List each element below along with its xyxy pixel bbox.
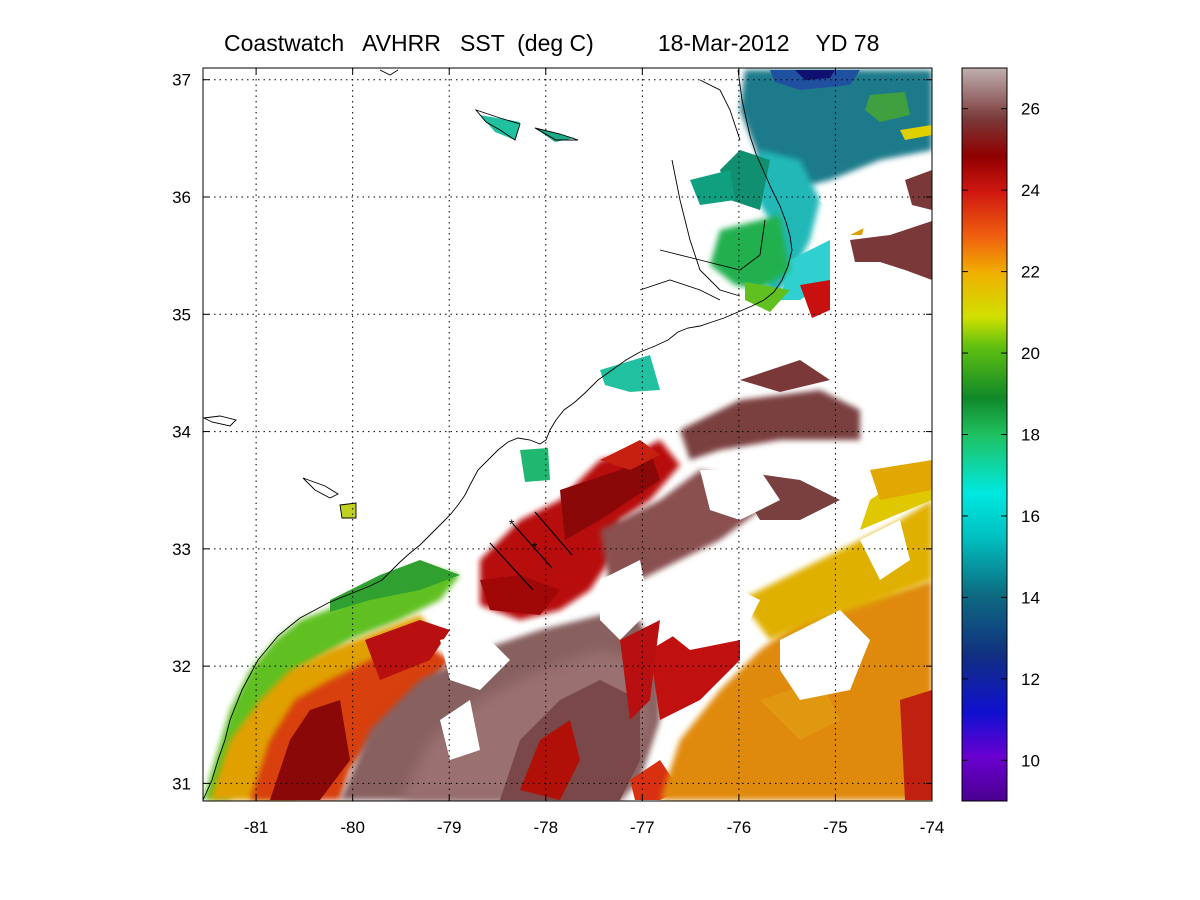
coastline bbox=[202, 69, 793, 801]
colorbar-tick-label: 22 bbox=[1021, 263, 1040, 282]
title-yearday: YD 78 bbox=[815, 30, 880, 56]
title-date: 18-Mar-2012 bbox=[657, 30, 790, 56]
colorbar-tick-labels: 26 24 22 20 18 16 14 12 10 bbox=[1021, 100, 1040, 771]
cloud-mask bbox=[440, 190, 910, 760]
x-tick-label: -80 bbox=[340, 818, 365, 837]
map-frame bbox=[202, 67, 933, 802]
transect-lines bbox=[489, 511, 573, 591]
y-tick-labels: 37 36 35 34 33 32 31 bbox=[172, 71, 191, 794]
colorbar-tick-label: 20 bbox=[1021, 344, 1040, 363]
colorbar-tick-label: 14 bbox=[1021, 588, 1040, 607]
y-tick-label: 36 bbox=[172, 188, 191, 207]
x-tick-label: -75 bbox=[823, 818, 848, 837]
title-product: Coastwatch AVHRR SST (deg C) bbox=[224, 30, 594, 56]
svg-text:*: * bbox=[509, 516, 515, 532]
map-title: Coastwatch AVHRR SST (deg C) 18-Mar-2012 Y… bbox=[224, 30, 879, 57]
y-tick-label: 34 bbox=[172, 423, 191, 442]
colorbar-gradient bbox=[961, 67, 1008, 802]
y-tick-label: 32 bbox=[172, 657, 191, 676]
colorbar-tick-label: 12 bbox=[1021, 670, 1040, 689]
x-tick-label: -78 bbox=[533, 818, 558, 837]
x-tick-label: -77 bbox=[630, 818, 655, 837]
sst-imagery bbox=[203, 70, 932, 800]
x-tick-label: -79 bbox=[437, 818, 462, 837]
colorbar-tick-label: 26 bbox=[1021, 100, 1040, 119]
x-tick-label: -81 bbox=[244, 818, 269, 837]
cold-shelf-water bbox=[690, 70, 932, 318]
y-tick-label: 31 bbox=[172, 774, 191, 793]
coastal-band bbox=[203, 560, 460, 800]
graticule bbox=[203, 68, 932, 801]
y-tick-label: 37 bbox=[172, 71, 191, 90]
colorbar-tick-label: 16 bbox=[1021, 507, 1040, 526]
colorbar: 26 24 22 20 18 16 14 12 10 bbox=[961, 67, 1040, 802]
colorbar-tick-label: 10 bbox=[1021, 751, 1040, 770]
x-tick-labels: -81 -80 -79 -78 -77 -76 -75 -74 bbox=[244, 818, 944, 837]
x-tick-label: -74 bbox=[920, 818, 945, 837]
colorbar-tick-label: 18 bbox=[1021, 426, 1040, 445]
station-markers: * * bbox=[509, 516, 538, 555]
y-tick-label: 33 bbox=[172, 540, 191, 559]
svg-text:*: * bbox=[532, 539, 538, 555]
y-tick-label: 35 bbox=[172, 305, 191, 324]
colorbar-ticks bbox=[962, 108, 1007, 761]
x-tick-label: -76 bbox=[727, 818, 752, 837]
colorbar-tick-label: 24 bbox=[1021, 181, 1040, 200]
axis-ticks bbox=[203, 68, 933, 801]
